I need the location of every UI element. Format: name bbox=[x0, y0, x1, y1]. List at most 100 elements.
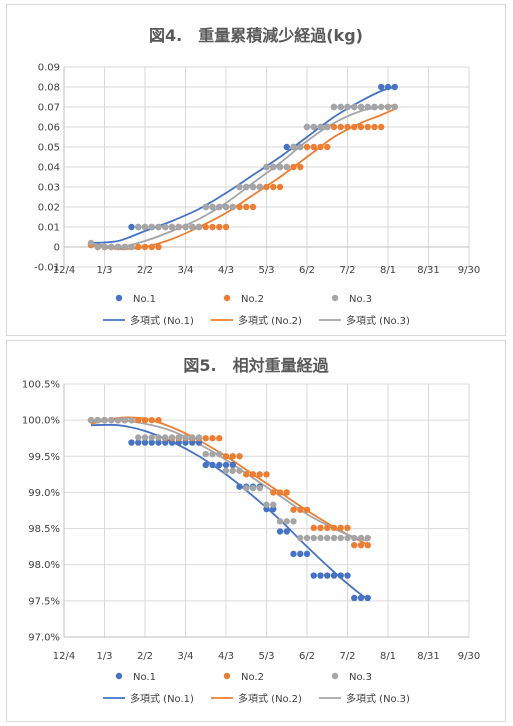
data-point bbox=[337, 123, 344, 131]
data-point bbox=[216, 203, 223, 211]
data-point bbox=[155, 434, 162, 441]
data-point bbox=[202, 435, 209, 442]
data-point bbox=[364, 541, 371, 549]
data-point bbox=[330, 123, 338, 131]
data-point bbox=[108, 416, 115, 424]
data-point bbox=[378, 123, 385, 131]
x-tick-label: 6/2 bbox=[299, 651, 315, 662]
data-point bbox=[141, 416, 149, 424]
data-point bbox=[324, 143, 331, 151]
data-point bbox=[303, 143, 311, 151]
data-point bbox=[330, 103, 338, 111]
data-point bbox=[222, 453, 230, 460]
x-tick-label: 7/2 bbox=[339, 651, 355, 662]
y-tick-label: 99.5% bbox=[28, 452, 60, 463]
x-tick-label: 1/3 bbox=[96, 651, 112, 662]
data-point bbox=[249, 183, 257, 191]
data-point bbox=[209, 435, 216, 442]
data-point bbox=[297, 163, 304, 171]
data-point bbox=[283, 143, 290, 151]
data-point bbox=[283, 489, 290, 496]
data-point bbox=[270, 489, 277, 496]
data-point bbox=[256, 183, 263, 191]
data-point bbox=[371, 103, 378, 111]
data-point bbox=[141, 439, 149, 446]
data-point bbox=[290, 518, 297, 525]
legend-label: No.3 bbox=[349, 294, 372, 305]
data-point bbox=[249, 471, 257, 478]
data-point bbox=[162, 223, 169, 231]
y-tick-label: 0.05 bbox=[38, 143, 60, 154]
data-point bbox=[236, 483, 243, 490]
data-point bbox=[141, 434, 149, 441]
x-tick-label: 12/4 bbox=[53, 265, 75, 276]
x-tick-label: 9/30 bbox=[458, 265, 480, 276]
data-point bbox=[364, 534, 371, 542]
data-point bbox=[168, 223, 176, 231]
data-point bbox=[128, 416, 135, 424]
data-point bbox=[155, 243, 162, 251]
data-point bbox=[243, 471, 250, 478]
data-point bbox=[243, 183, 250, 191]
data-point bbox=[351, 103, 358, 111]
data-point bbox=[209, 450, 216, 458]
y-tick-label: 0.06 bbox=[38, 123, 60, 134]
data-point bbox=[101, 416, 108, 424]
x-tick-label: 8/31 bbox=[417, 265, 439, 276]
y-tick-label: 97.5% bbox=[28, 596, 60, 607]
legend-label: 多項式 (No.1) bbox=[130, 692, 194, 705]
data-point bbox=[337, 534, 344, 542]
y-tick-label: 0.01 bbox=[38, 223, 60, 234]
x-tick-label: 8/1 bbox=[380, 651, 396, 662]
data-point bbox=[344, 572, 351, 579]
data-point bbox=[216, 450, 223, 458]
data-point bbox=[249, 203, 257, 211]
data-point bbox=[256, 484, 263, 492]
data-point bbox=[202, 203, 209, 211]
data-point bbox=[222, 461, 230, 469]
data-point bbox=[276, 183, 284, 191]
legend-label: No.3 bbox=[349, 672, 372, 683]
data-point bbox=[263, 183, 270, 191]
data-point bbox=[351, 594, 358, 602]
data-point bbox=[344, 103, 351, 111]
data-point bbox=[357, 123, 365, 131]
y-tick-label: 100.5% bbox=[22, 380, 60, 391]
data-point bbox=[371, 123, 378, 131]
x-tick-label: 8/31 bbox=[417, 651, 439, 662]
data-point bbox=[290, 163, 297, 171]
data-point bbox=[324, 524, 331, 532]
x-tick-label: 3/4 bbox=[177, 265, 193, 276]
legend-marker bbox=[331, 672, 339, 680]
data-point bbox=[202, 461, 209, 469]
data-point bbox=[276, 518, 284, 525]
x-tick-label: 12/4 bbox=[53, 651, 75, 662]
data-point bbox=[135, 439, 142, 446]
data-point bbox=[135, 223, 142, 231]
data-point bbox=[357, 534, 365, 542]
data-point bbox=[121, 416, 128, 424]
legend-label: No.2 bbox=[241, 294, 264, 305]
y-tick-label: 0.08 bbox=[38, 83, 60, 94]
data-point bbox=[344, 123, 351, 131]
data-point bbox=[222, 223, 230, 231]
data-point bbox=[276, 163, 284, 171]
y-tick-label: 97.0% bbox=[28, 633, 60, 644]
y-tick-label: 0.04 bbox=[38, 163, 60, 174]
data-point bbox=[128, 223, 135, 231]
data-point bbox=[216, 435, 223, 442]
data-point bbox=[195, 223, 203, 231]
data-point bbox=[310, 572, 317, 579]
data-point bbox=[182, 434, 189, 441]
x-tick-label: 9/30 bbox=[458, 651, 480, 662]
data-point bbox=[297, 506, 304, 513]
data-point bbox=[351, 123, 358, 131]
legend-label: 多項式 (No.3) bbox=[346, 692, 410, 705]
data-point bbox=[209, 223, 216, 231]
legend-label: 多項式 (No.2) bbox=[238, 692, 302, 705]
data-point bbox=[135, 243, 142, 251]
data-point bbox=[141, 223, 149, 231]
data-point bbox=[317, 572, 324, 579]
data-point bbox=[263, 471, 270, 478]
data-point bbox=[121, 243, 128, 251]
